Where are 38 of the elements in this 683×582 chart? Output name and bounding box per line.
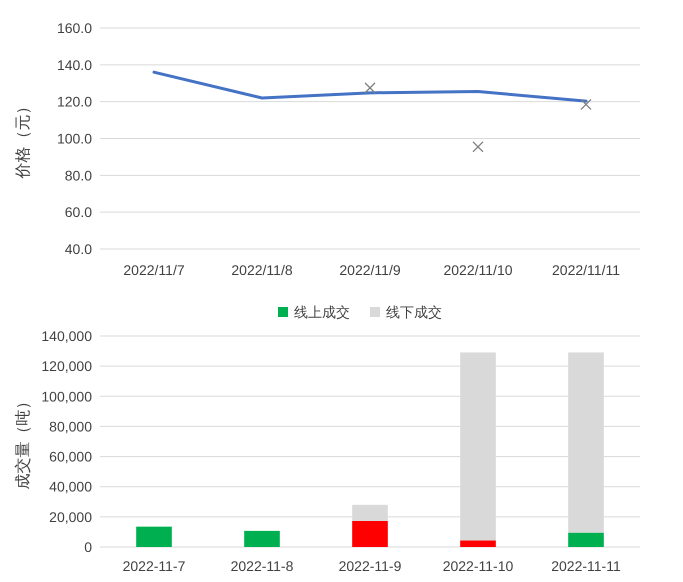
y-tick-label: 40,000: [49, 478, 92, 495]
bar: [568, 532, 604, 547]
x-tick-label: 2022/11/11: [552, 262, 620, 278]
y-tick-label: 140,000: [41, 328, 92, 344]
x-tick-label: 2022-11-7: [122, 558, 186, 574]
y-tick-label: 0: [84, 539, 92, 555]
y-tick-label: 140.0: [56, 56, 92, 73]
y-tick-label: 80.0: [64, 167, 92, 184]
x-tick-label: 2022-11-9: [338, 558, 402, 574]
bar: [460, 540, 496, 547]
y-tick-label: 60,000: [49, 448, 92, 465]
x-tick-label: 2022/11/9: [339, 262, 401, 278]
point: [364, 82, 376, 94]
y-tick-label: 80,000: [49, 418, 92, 434]
legend-label: 线下成交: [386, 304, 442, 320]
bar: [136, 526, 172, 547]
x-tick-label: 2022-11-8: [230, 558, 294, 574]
y-axis-title: 价格（元）: [15, 98, 32, 180]
line-series: [152, 70, 588, 103]
y-tick-label: 160.0: [56, 20, 92, 36]
x-tick-label: 2022/11/8: [231, 262, 293, 278]
y-tick-label: 120.0: [56, 94, 92, 110]
x-tick-label: 2022/11/7: [123, 262, 185, 278]
y-tick-label: 60.0: [64, 204, 92, 220]
bar: [352, 520, 388, 547]
bar: [244, 530, 280, 547]
y-tick-label: 100,000: [41, 388, 92, 404]
y-axis-title: 成交量（吨）: [14, 394, 32, 490]
legend-label: 线上成交: [294, 304, 350, 320]
x-tick-label: 2022-11-11: [551, 558, 621, 574]
x-tick-label: 2022/11/10: [443, 262, 513, 278]
y-tick-label: 100.0: [56, 130, 92, 146]
point: [472, 141, 484, 152]
y-tick-label: 120,000: [41, 358, 92, 374]
x-tick-label: 2022-11-10: [442, 558, 514, 574]
y-tick-label: 20,000: [49, 508, 92, 525]
y-tick-label: 40.0: [64, 241, 92, 257]
point: [580, 98, 592, 110]
